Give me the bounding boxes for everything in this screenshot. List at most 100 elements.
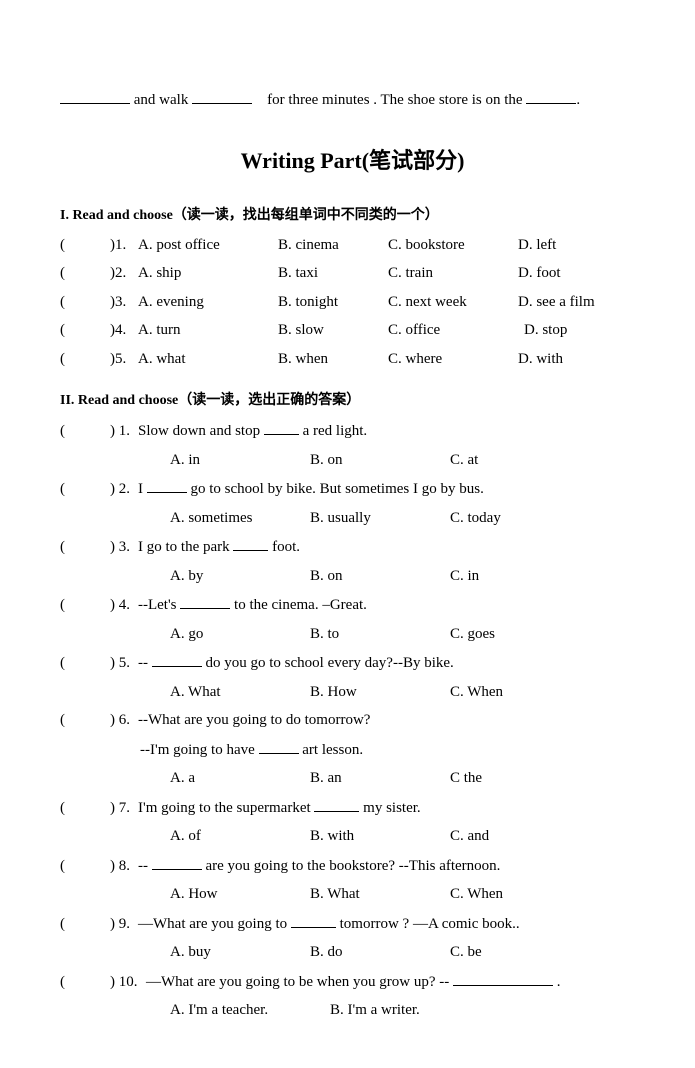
blank[interactable] [152, 854, 202, 870]
option-b: B. when [278, 348, 388, 371]
option-a: A. turn [138, 319, 278, 342]
option-b: B. to [310, 623, 450, 646]
question-row: ( ) 4. --Let's to the cinema. –Great. [60, 593, 645, 617]
option-a: A. sometimes [170, 507, 310, 530]
choices-row: A. of B. with C. and [170, 825, 645, 848]
qnum: ) 5. [110, 652, 138, 675]
text: --Let's [138, 597, 177, 613]
section-1-header: I. Read and choose（读一读，找出每组单词中不同类的一个） [60, 205, 645, 226]
qnum: )2. [110, 262, 138, 285]
text: Slow down and stop [138, 423, 260, 439]
option-b: B. on [310, 565, 450, 588]
option-c: C. bookstore [388, 234, 518, 257]
choices-row: A. How B. What C. When [170, 883, 645, 906]
question-row: ( ) 7. I'm going to the supermarket my s… [60, 796, 645, 820]
option-c: C. today [450, 507, 590, 530]
question-row: ( ) 2. I go to school by bike. But somet… [60, 477, 645, 501]
text: foot. [272, 539, 300, 555]
text: --What are you going to do tomorrow? [138, 709, 645, 732]
option-a: A. ship [138, 262, 278, 285]
choices-row: A. buy B. do C. be [170, 941, 645, 964]
main-title: Writing Part(笔试部分) [60, 144, 645, 177]
question-row: ( ) 1. Slow down and stop a red light. [60, 419, 645, 443]
option-d: D. with [518, 348, 645, 371]
section-1-table: ( )1. A. post office B. cinema C. bookst… [60, 234, 645, 371]
blank[interactable] [264, 419, 299, 435]
text: -- [138, 655, 148, 671]
table-row: ( )1. A. post office B. cinema C. bookst… [60, 234, 645, 257]
qnum: ) 7. [110, 797, 138, 820]
text: I [138, 481, 143, 497]
option-d: D. see a film [518, 291, 645, 314]
option-c: C. next week [388, 291, 518, 314]
option-b: B. How [310, 681, 450, 704]
blank[interactable] [259, 738, 299, 754]
question-row: ( ) 10. —What are you going to be when y… [60, 970, 645, 994]
text: my sister. [363, 800, 421, 816]
qnum: )5. [110, 348, 138, 371]
blank[interactable] [526, 88, 576, 104]
option-c: C. When [450, 681, 590, 704]
blank[interactable] [453, 970, 553, 986]
question-row: ( ) 6. --What are you going to do tomorr… [60, 709, 645, 732]
option-a: A. by [170, 565, 310, 588]
question-row: ( ) 3. I go to the park foot. [60, 535, 645, 559]
question-row: ( ) 9. —What are you going to tomorrow ?… [60, 912, 645, 936]
table-row: ( )3. A. evening B. tonight C. next week… [60, 291, 645, 314]
blank[interactable] [147, 477, 187, 493]
option-a: A. go [170, 623, 310, 646]
option-d: D. stop [518, 319, 645, 342]
option-a: A. What [170, 681, 310, 704]
blank[interactable] [152, 651, 202, 667]
question-row-cont: --I'm going to have art lesson. [140, 738, 645, 762]
qnum: ) 9. [110, 913, 138, 936]
blank[interactable] [192, 88, 252, 104]
qnum: ) 8. [110, 855, 138, 878]
text: to the cinema. –Great. [234, 597, 367, 613]
blank[interactable] [60, 88, 130, 104]
text: art lesson. [302, 742, 363, 758]
option-c: C. where [388, 348, 518, 371]
option-b: B. slow [278, 319, 388, 342]
blank[interactable] [314, 796, 359, 812]
option-c: C the [450, 767, 590, 790]
option-c: C. When [450, 883, 590, 906]
text: I go to the park [138, 539, 230, 555]
period: . [576, 92, 580, 108]
fill-in-top: and walk for three minutes . The shoe st… [60, 88, 645, 112]
choices-row: A. by B. on C. in [170, 565, 645, 588]
table-row: ( )2. A. ship B. taxi C. train D. foot [60, 262, 645, 285]
question-row: ( ) 5. -- do you go to school every day?… [60, 651, 645, 675]
qnum: ) 1. [110, 420, 138, 443]
option-b: B. tonight [278, 291, 388, 314]
option-b: B. with [310, 825, 450, 848]
option-a: A. buy [170, 941, 310, 964]
option-a: A. a [170, 767, 310, 790]
text: and walk [134, 92, 189, 108]
option-d: D. left [518, 234, 645, 257]
qnum: )3. [110, 291, 138, 314]
option-a: A. post office [138, 234, 278, 257]
text: for three minutes . The shoe store is on… [267, 92, 523, 108]
text: tomorrow ? —A comic book.. [340, 916, 520, 932]
qnum: )1. [110, 234, 138, 257]
table-row: ( )5. A. what B. when C. where D. with [60, 348, 645, 371]
option-b: B. an [310, 767, 450, 790]
blank[interactable] [180, 593, 230, 609]
text: —What are you going to [138, 916, 287, 932]
option-c: C. in [450, 565, 590, 588]
text: -- [138, 858, 148, 874]
option-b: B. taxi [278, 262, 388, 285]
option-c: C. be [450, 941, 590, 964]
text: do you go to school every day?--By bike. [206, 655, 454, 671]
blank[interactable] [291, 912, 336, 928]
choices-row: A. in B. on C. at [170, 449, 645, 472]
blank[interactable] [233, 535, 268, 551]
option-c: C. and [450, 825, 590, 848]
qnum: ) 3. [110, 536, 138, 559]
choices-row: A. What B. How C. When [170, 681, 645, 704]
text: a red light. [303, 423, 368, 439]
option-b: B. on [310, 449, 450, 472]
option-d: D. foot [518, 262, 645, 285]
option-a: A. I'm a teacher. [170, 999, 330, 1022]
